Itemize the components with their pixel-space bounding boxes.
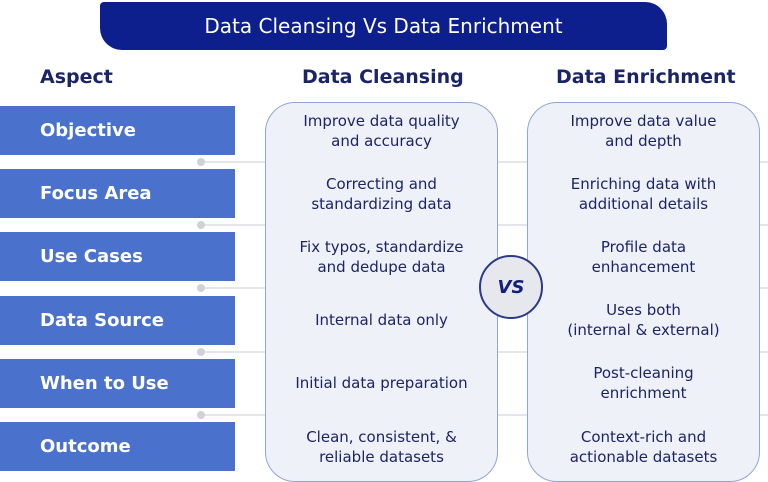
title: Data Cleansing Vs Data Enrichment [204,14,563,38]
enrichment-cell: Enriching data with additional details [570,174,717,213]
aspect-label: Outcome [0,422,235,471]
aspect-label: When to Use [0,358,235,408]
enrichment-cell: Post-cleaning enrichment [593,364,694,403]
aspect-label: Use Cases [0,232,235,282]
aspect-label: Focus Area [0,169,235,219]
cleansing-cell: Improve data quality and accuracy [303,111,460,150]
cleansing-cell: Internal data only [315,311,448,330]
cleansing-cell: Initial data preparation [295,374,468,393]
vs-icon: VS [497,276,525,298]
cleansing-cell: Fix typos, standardize and dedupe data [299,237,464,276]
aspect-label: Data Source [0,295,235,345]
enrichment-cell: Improve data value and depth [570,111,717,150]
divider-dot [197,284,205,293]
divider-dot [197,410,205,419]
enrichment-cell: Profile data enhancement [591,237,696,276]
enrichment-cell: Context-rich and actionable datasets [569,427,718,466]
divider-dot [197,221,205,230]
header-cleansing: Data Cleansing [302,66,464,88]
vs-badge: VS [479,255,543,319]
cleansing-cell: Clean, consistent, & reliable datasets [306,427,457,466]
divider-dot [197,347,205,356]
enrichment-cell: Uses both (internal & external) [567,301,720,340]
divider-dot [197,158,205,166]
cleansing-cell: Correcting and standardizing data [311,174,452,213]
header-aspect: Aspect [40,66,113,88]
title-banner: Data Cleansing Vs Data Enrichment [100,2,667,50]
header-enrichment: Data Enrichment [556,66,736,88]
aspect-label: Objective [0,106,235,155]
